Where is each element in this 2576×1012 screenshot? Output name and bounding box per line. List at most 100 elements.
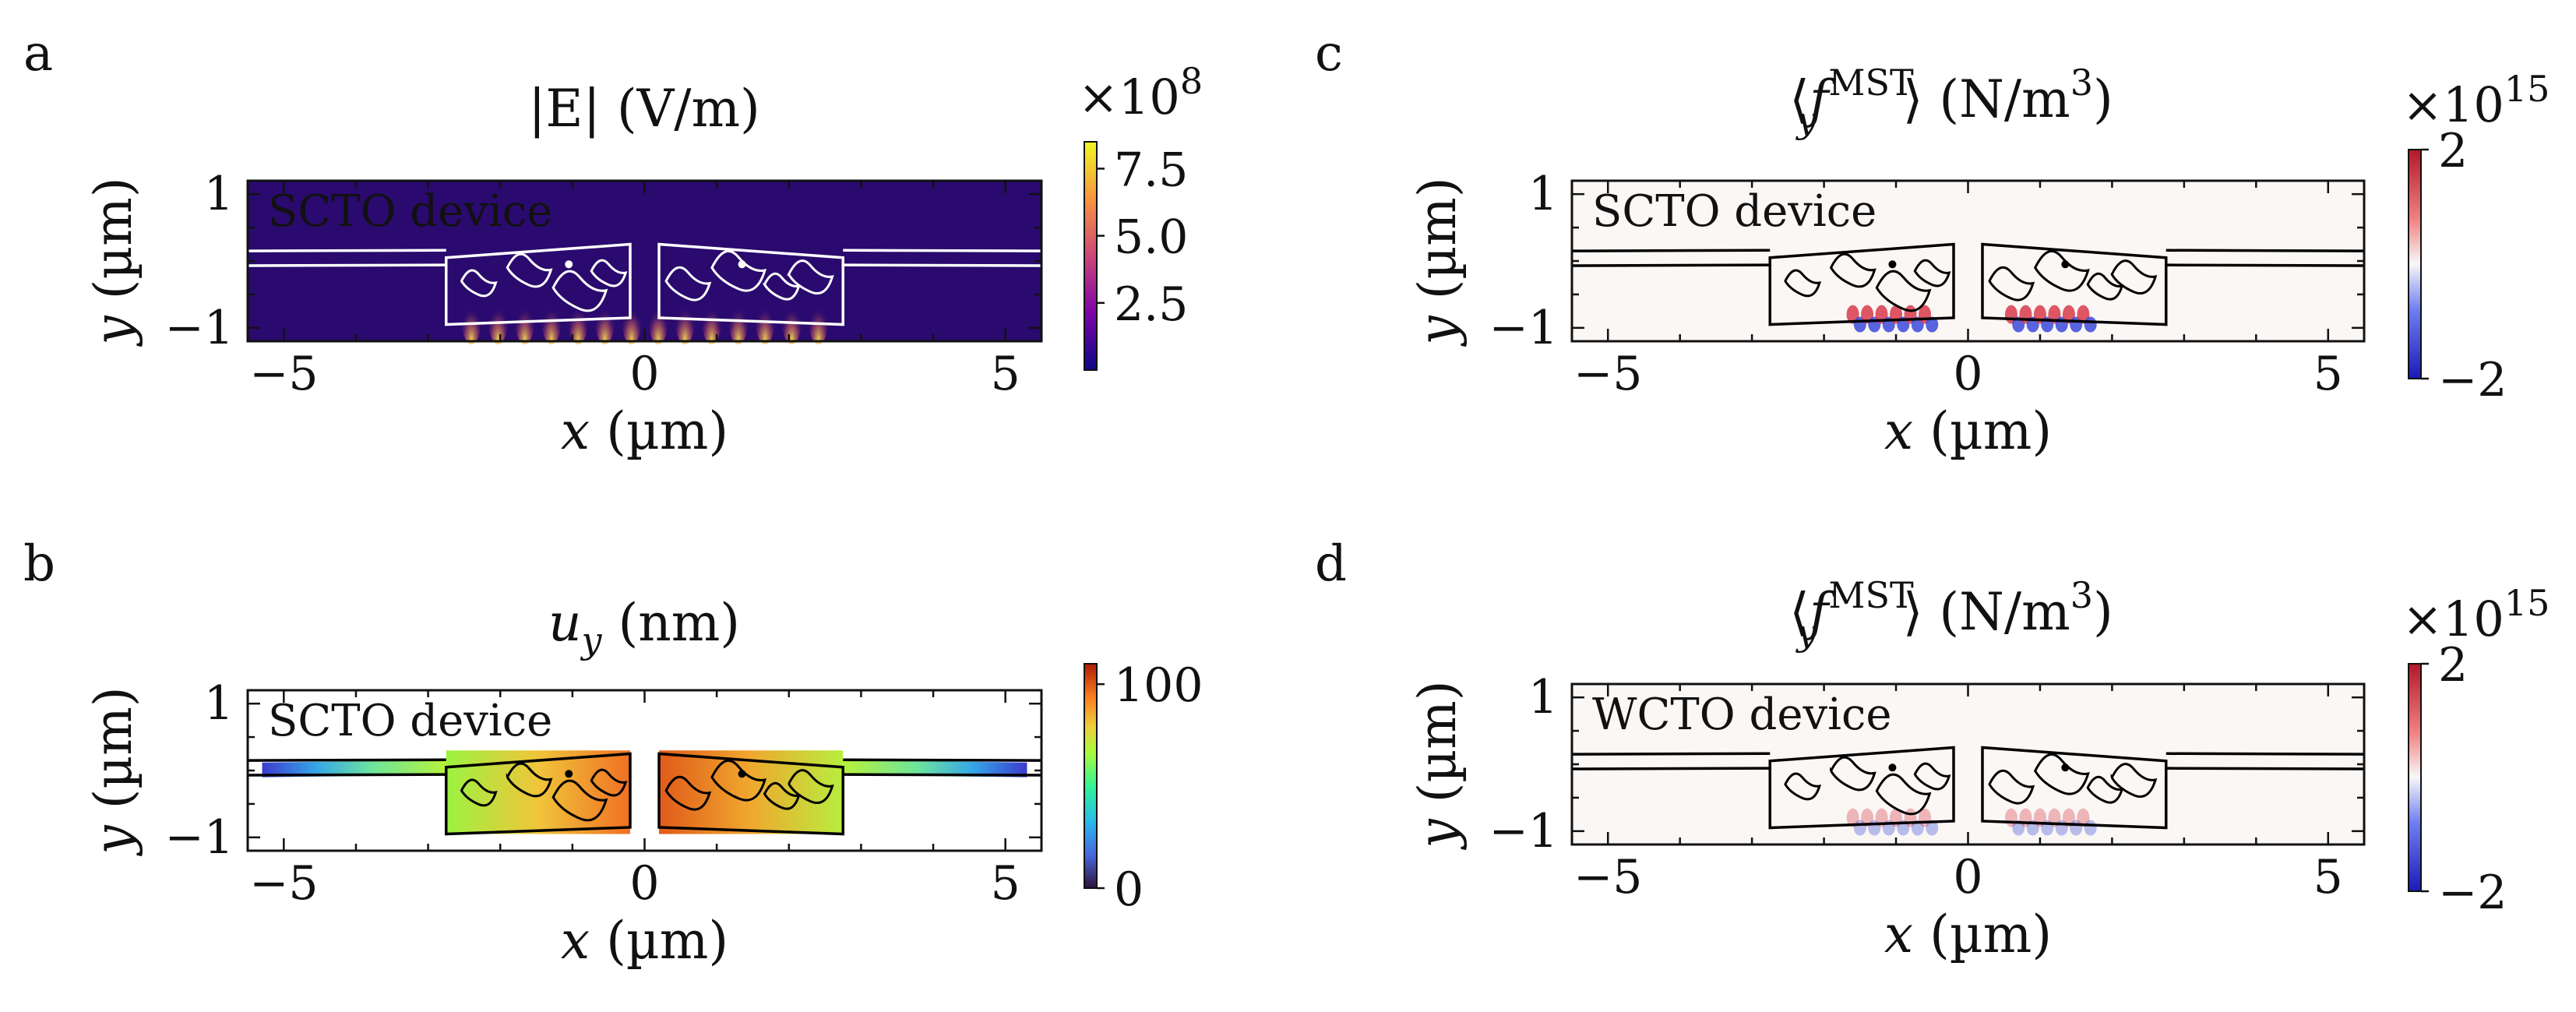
x-tick-label: 0 [1953, 347, 1982, 401]
colorbar: 100 0 [1084, 658, 1203, 917]
x-axis-label: x (µm) [561, 401, 728, 461]
colorbar: 2 −2 ×1015 [2402, 582, 2550, 920]
topology-dot [738, 260, 746, 269]
y-tick-label: −1 [1489, 301, 1558, 355]
title-symbol: u [548, 593, 582, 653]
colorbar-multiplier: ×108 [1078, 60, 1203, 125]
beam-edge [2165, 249, 2365, 252]
panel-letter: b [23, 535, 55, 593]
device-annotation: SCTO device [1592, 186, 1876, 237]
topology-contour [664, 266, 712, 301]
field-hotspot [568, 291, 589, 344]
colorbar: 2 −2 ×1015 [2402, 68, 2550, 407]
plot-title: ⟨fMST y ⟩ (N/m3) [1789, 62, 2113, 141]
title-bracket-left: ⟨ [1789, 582, 1810, 642]
topology-dot [2061, 260, 2070, 269]
y-tick-label: 1 [204, 676, 234, 731]
x-tick-label: 0 [629, 856, 659, 911]
force-spot-negative [1911, 820, 1924, 836]
colorbar-multiplier-exponent: 15 [2504, 68, 2550, 110]
force-spot-negative [1926, 820, 1939, 836]
topology-contour [1988, 266, 2035, 301]
device-outline [247, 752, 1042, 836]
x-axis-symbol: x [1884, 401, 1913, 461]
plate-left [1768, 242, 1955, 326]
field-hotspot [755, 291, 776, 344]
colorbar-tick-label: −2 [2438, 353, 2507, 407]
topology-contours [460, 249, 834, 312]
plate-left [445, 752, 632, 836]
colorbar-tick-label: 5.0 [1114, 210, 1188, 265]
beam-edge [2165, 752, 2365, 756]
y-tick-label: −1 [165, 810, 234, 865]
y-axis-unit: (µm) [1408, 177, 1468, 316]
y-tick-label: 1 [204, 167, 234, 221]
title-unit-exponent: 3 [2070, 62, 2093, 104]
topology-contour [460, 778, 498, 807]
topology-contour [1829, 756, 1876, 792]
device-annotation: SCTO device [268, 186, 552, 237]
field-hotspot [808, 291, 829, 344]
plot-title: uy (nm) [548, 593, 740, 661]
field-hotspot [621, 291, 642, 344]
field-hotspot [728, 291, 749, 344]
colorbar-multiplier: ×1015 [2402, 582, 2550, 647]
x-axis-symbol: x [561, 911, 590, 971]
force-spot-positive [2077, 808, 2090, 827]
beam-edge [843, 263, 1042, 267]
panel-c: c⟨fMST y ⟩ (N/m3)−5 0 51−1x (µm)y (µm) SCTO d… [1315, 25, 2550, 461]
topology-dot [2061, 763, 2070, 772]
colorbar-gradient [1084, 663, 1098, 889]
plate-left [445, 242, 632, 326]
topology-contour [787, 259, 834, 294]
x-axis-symbol: x [1884, 904, 1913, 964]
colorbar-multiplier: ×1015 [2402, 68, 2550, 133]
colorbar-tick-label: 7.5 [1114, 143, 1188, 197]
title-subscript: y [1795, 99, 1818, 141]
title-bracket-right: ⟩ [1903, 582, 1923, 642]
title-bracket-left: ⟨ [1789, 69, 1810, 129]
colorbar-tick-label: 100 [1114, 658, 1203, 713]
colorbar-tick-label: −2 [2438, 866, 2507, 920]
topology-contour [710, 759, 767, 802]
device-outline [247, 242, 1042, 326]
title-superscript: MST [1828, 62, 1914, 104]
topology-contour [551, 270, 608, 312]
topology-contour [590, 259, 628, 287]
x-tick-label: 5 [991, 856, 1020, 911]
y-axis-symbol: y [1408, 819, 1468, 851]
beam-edge [247, 773, 446, 777]
force-spot-negative [1926, 316, 1939, 333]
y-tick-label: 1 [1528, 670, 1558, 725]
topology-dot [565, 260, 573, 269]
beam-edge [1571, 249, 1771, 252]
force-spot-negative [2084, 820, 2097, 836]
topology-contour [664, 775, 712, 811]
x-tick-label: −5 [1573, 347, 1642, 401]
field-hotspot [461, 291, 482, 344]
device-annotation: SCTO device [268, 696, 552, 746]
beam-edge [1571, 263, 1771, 267]
x-tick-label: 0 [1953, 850, 1982, 904]
colorbar-tick-label: 2 [2438, 124, 2468, 178]
topology-contour [551, 779, 608, 822]
colorbar-multiplier-base: ×10 [2402, 76, 2504, 133]
beam-edge [843, 249, 1042, 252]
topology-dot [1888, 763, 1897, 772]
topology-contour [1829, 252, 1876, 288]
y-axis-label: y (µm) [1408, 177, 1468, 347]
y-axis-unit: (µm) [1408, 680, 1468, 819]
beam-edge [247, 263, 446, 267]
topology-contour [1875, 773, 1932, 816]
x-axis-symbol: x [561, 401, 590, 461]
plate-right [1981, 746, 2168, 830]
plot-background [248, 181, 1041, 341]
title-unit: (N/m [1922, 69, 2070, 129]
topology-contour [1784, 269, 1822, 298]
y-axis-symbol: y [83, 825, 143, 857]
plot-title: |E| (V/m) [528, 79, 760, 139]
x-axis-unit: (µm) [1913, 401, 2052, 461]
topology-contour [2110, 763, 2158, 798]
force-spot-negative [2084, 316, 2097, 333]
